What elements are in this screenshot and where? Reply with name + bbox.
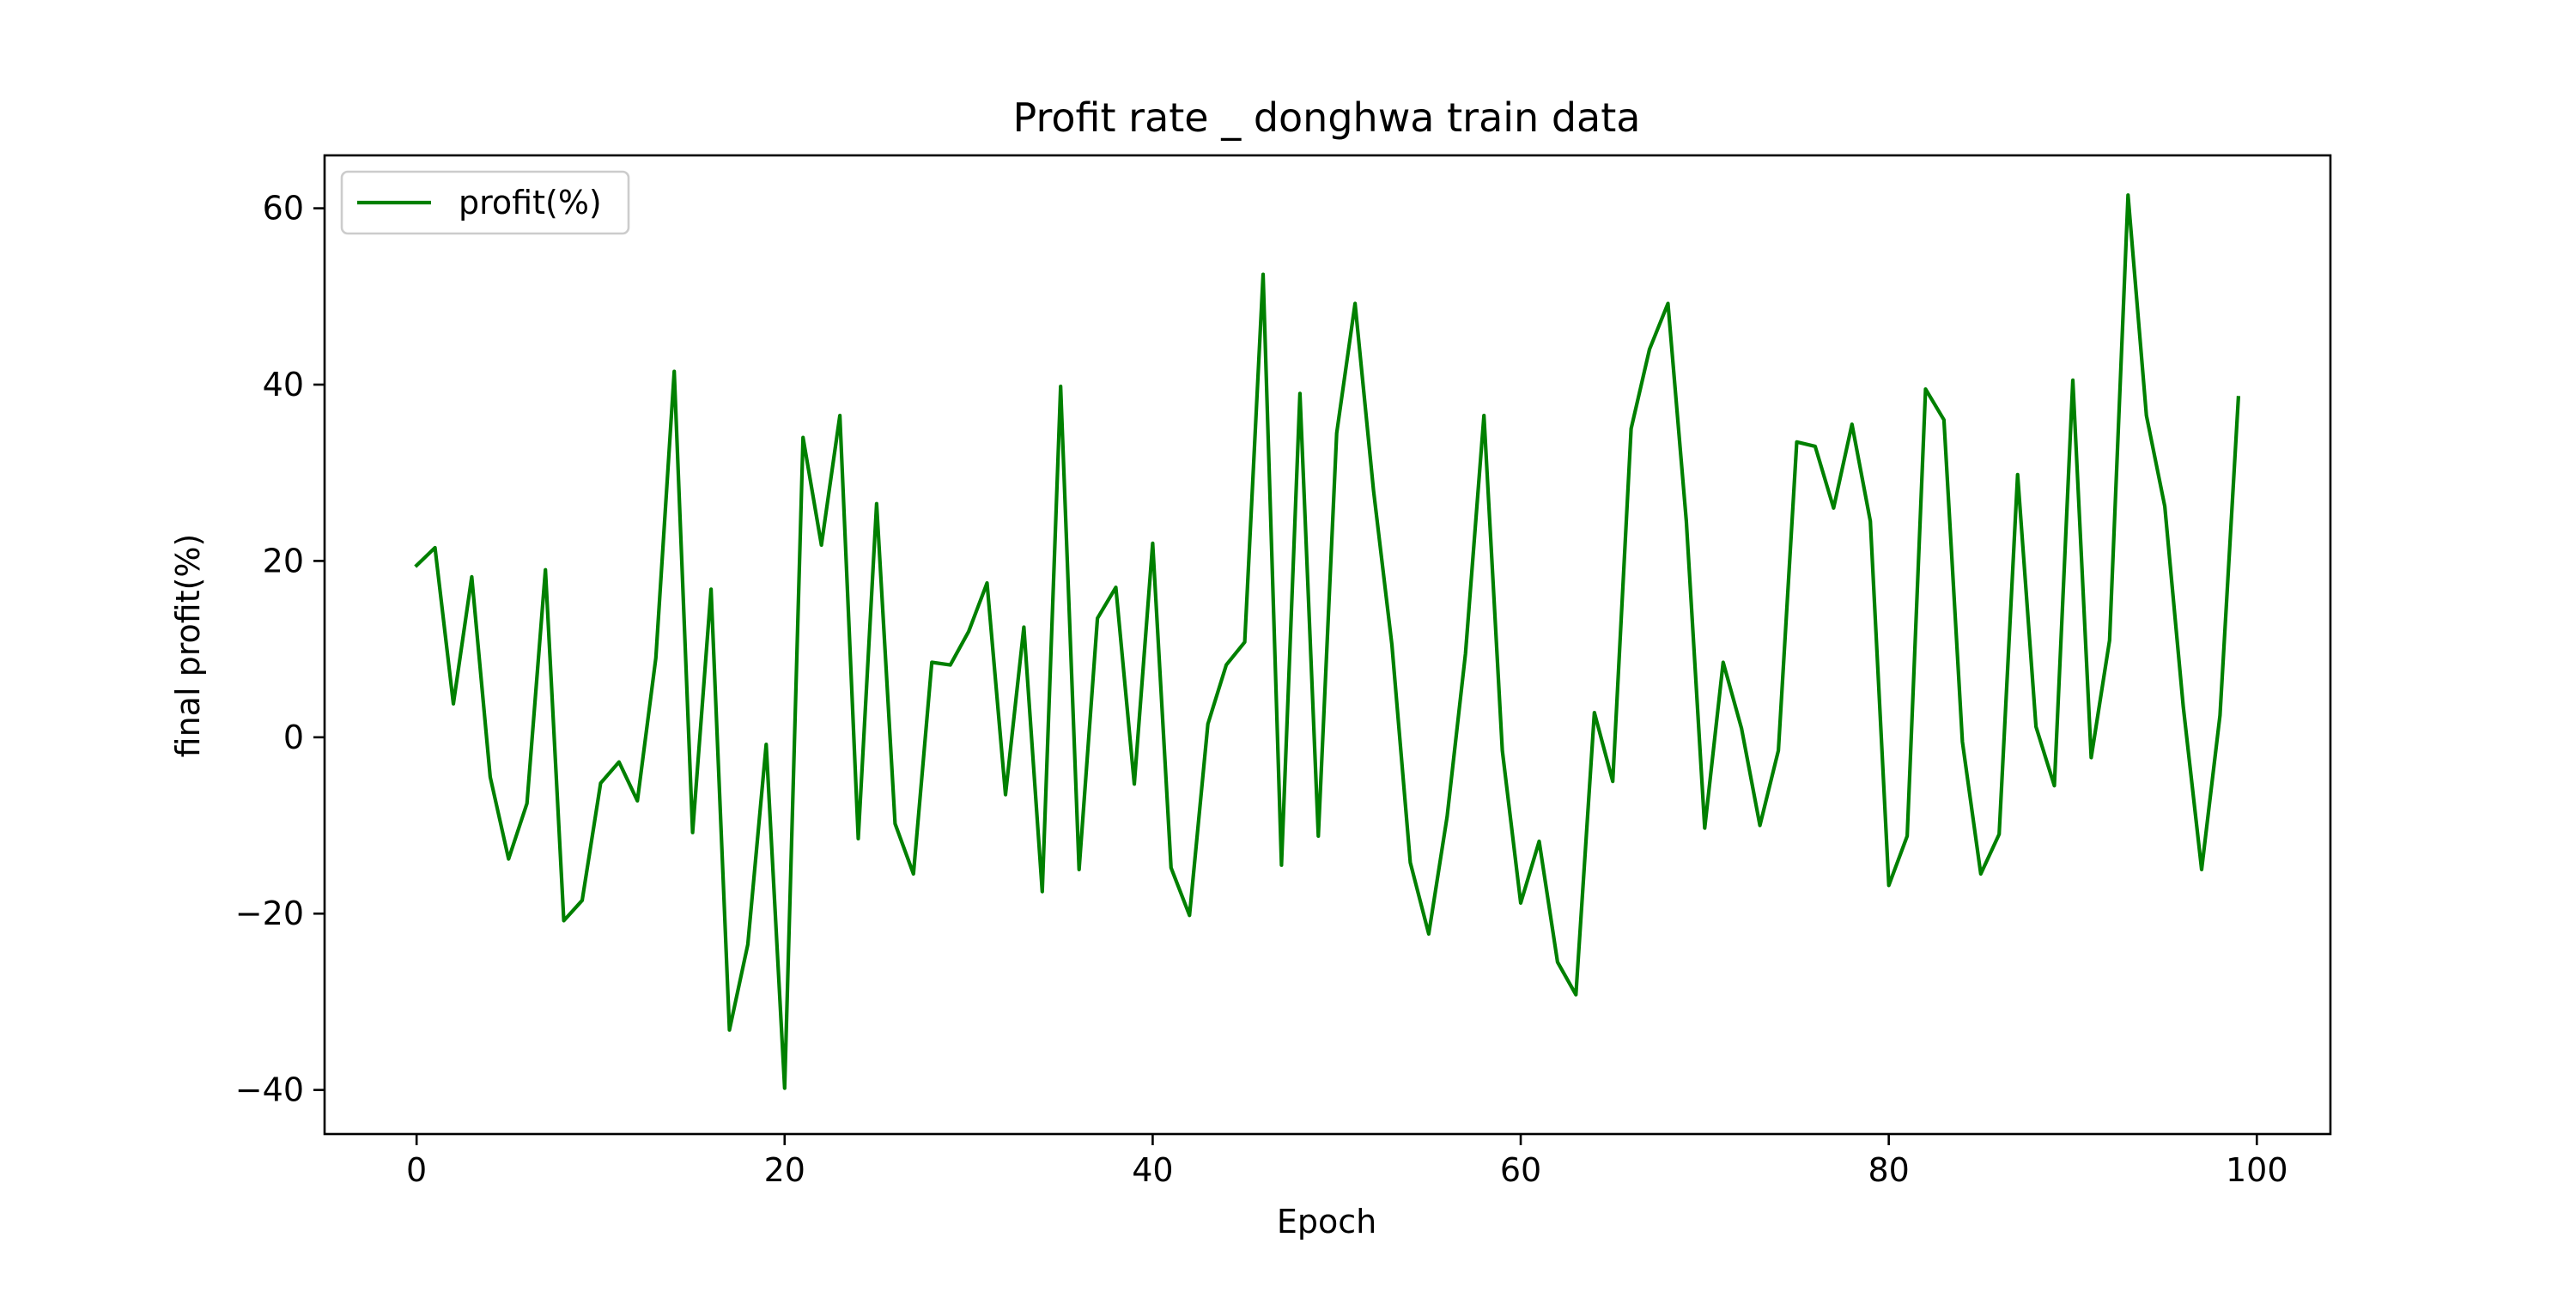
y-axis-ticks: −40 −20 0 20 40 60 <box>235 190 325 1109</box>
plot-frame <box>323 154 2332 1136</box>
chart-title: Profit rate _ donghwa train data <box>1013 94 1641 141</box>
series-layer <box>414 193 2241 1090</box>
x-tick-label: 0 <box>406 1151 427 1189</box>
legend-box <box>340 170 630 235</box>
x-tick-label: 80 <box>1868 1151 1909 1189</box>
y-axis-label: final profit(%) <box>169 534 207 758</box>
x-tick-label: 60 <box>1500 1151 1541 1189</box>
legend-label: profit(%) <box>459 184 602 221</box>
y-tick-label: 40 <box>263 366 304 403</box>
x-axis-label: Epoch <box>1277 1203 1376 1240</box>
y-tick-label: −20 <box>235 895 304 932</box>
y-tick-label: −40 <box>235 1071 304 1109</box>
y-tick-label: 0 <box>283 719 304 756</box>
series-line <box>414 193 2241 1090</box>
x-tick-label: 40 <box>1132 1151 1173 1189</box>
x-tick-label: 20 <box>764 1151 805 1189</box>
legend: profit(%) <box>340 170 630 235</box>
x-axis-ticks: 0 20 40 60 80 100 <box>406 1134 2288 1189</box>
x-tick-label: 100 <box>2226 1151 2288 1189</box>
y-tick-label: 20 <box>263 542 304 579</box>
y-tick-label: 60 <box>263 190 304 227</box>
